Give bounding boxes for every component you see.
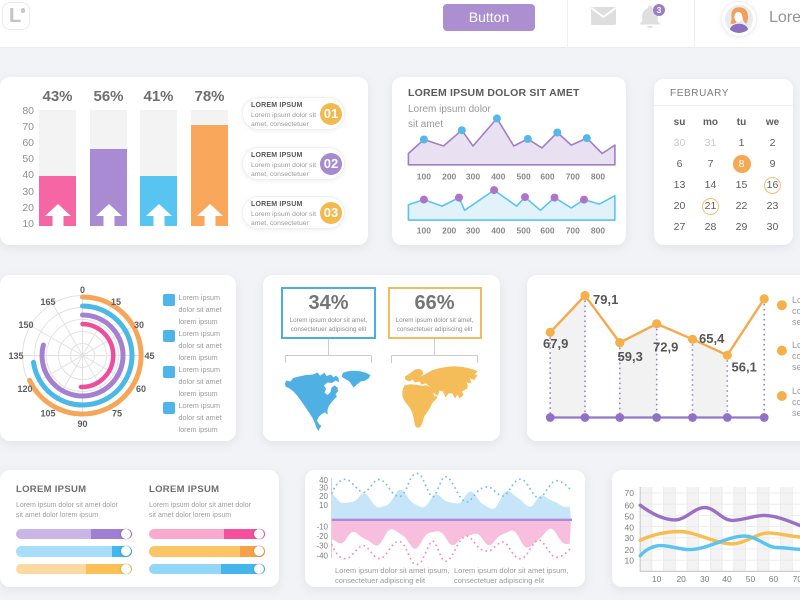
svg-text:Lorem ipsum dolor sit amet ips: Lorem ipsum dolor sit amet ipsum, xyxy=(335,566,450,575)
svg-text:Lorem ip: Lorem ip xyxy=(792,295,800,305)
svg-text:50: 50 xyxy=(625,512,635,522)
svg-text:20: 20 xyxy=(676,574,686,584)
svg-text:30: 30 xyxy=(319,484,328,493)
svg-text:-10: -10 xyxy=(316,523,328,532)
svg-text:100: 100 xyxy=(417,172,431,182)
svg-text:90: 90 xyxy=(77,419,87,429)
svg-text:120: 120 xyxy=(17,384,32,394)
svg-text:67,9: 67,9 xyxy=(543,336,568,351)
svg-text:40: 40 xyxy=(722,574,732,584)
svg-text:30: 30 xyxy=(625,533,635,543)
svg-text:700: 700 xyxy=(566,172,580,182)
svg-text:10: 10 xyxy=(319,501,328,510)
svg-text:500: 500 xyxy=(517,226,531,236)
svg-text:-30: -30 xyxy=(316,542,328,551)
svg-text:40: 40 xyxy=(625,523,635,533)
svg-text:15: 15 xyxy=(111,297,121,307)
svg-text:-40: -40 xyxy=(316,552,328,561)
svg-text:72,9: 72,9 xyxy=(653,340,678,355)
svg-text:135: 135 xyxy=(8,351,23,361)
svg-text:300: 300 xyxy=(466,226,480,236)
svg-text:Lorem ipsum dolor sit amet ips: Lorem ipsum dolor sit amet ipsum, xyxy=(454,566,569,575)
svg-text:100: 100 xyxy=(417,226,431,236)
svg-text:consecte: consecte xyxy=(792,397,800,407)
svg-text:165: 165 xyxy=(40,297,55,307)
svg-text:105: 105 xyxy=(40,409,55,419)
svg-text:20: 20 xyxy=(319,492,328,501)
svg-text:400: 400 xyxy=(491,226,505,236)
svg-text:30: 30 xyxy=(700,574,710,584)
svg-text:consectetuer adipiscing elit: consectetuer adipiscing elit xyxy=(335,576,426,585)
svg-text:700: 700 xyxy=(566,226,580,236)
svg-text:600: 600 xyxy=(540,226,554,236)
svg-text:40: 40 xyxy=(319,476,328,485)
svg-text:consecte: consecte xyxy=(792,306,800,316)
svg-text:-20: -20 xyxy=(316,532,328,541)
svg-text:sed diam: sed diam xyxy=(792,408,800,418)
svg-text:Lorem ip: Lorem ip xyxy=(792,386,800,396)
svg-text:10: 10 xyxy=(625,555,635,565)
svg-text:400: 400 xyxy=(491,172,505,182)
svg-text:45: 45 xyxy=(144,351,154,361)
svg-text:consecte: consecte xyxy=(792,351,800,361)
svg-text:60: 60 xyxy=(769,574,779,584)
svg-text:56,1: 56,1 xyxy=(732,360,757,375)
svg-text:500: 500 xyxy=(517,172,531,182)
svg-text:79,1: 79,1 xyxy=(593,292,618,307)
svg-text:200: 200 xyxy=(442,226,456,236)
svg-text:sed diam: sed diam xyxy=(792,317,800,327)
svg-text:60: 60 xyxy=(136,384,146,394)
svg-text:800: 800 xyxy=(591,172,605,182)
svg-text:300: 300 xyxy=(466,172,480,182)
svg-text:800: 800 xyxy=(591,226,605,236)
svg-text:70: 70 xyxy=(793,574,800,584)
svg-text:Lorem ip: Lorem ip xyxy=(792,340,800,350)
svg-text:50: 50 xyxy=(746,574,756,584)
svg-text:0: 0 xyxy=(80,285,85,295)
svg-text:59,3: 59,3 xyxy=(618,349,643,364)
svg-text:75: 75 xyxy=(112,409,122,419)
svg-text:200: 200 xyxy=(442,172,456,182)
svg-text:70: 70 xyxy=(625,488,635,498)
svg-text:60: 60 xyxy=(625,501,635,511)
svg-text:30: 30 xyxy=(134,320,144,330)
svg-text:600: 600 xyxy=(540,172,554,182)
svg-text:150: 150 xyxy=(18,320,33,330)
svg-text:sed diam: sed diam xyxy=(792,362,800,372)
svg-text:20: 20 xyxy=(625,545,635,555)
svg-text:65,4: 65,4 xyxy=(699,331,725,346)
svg-text:10: 10 xyxy=(652,574,662,584)
svg-text:consectetuer adipiscing elit: consectetuer adipiscing elit xyxy=(454,576,545,585)
